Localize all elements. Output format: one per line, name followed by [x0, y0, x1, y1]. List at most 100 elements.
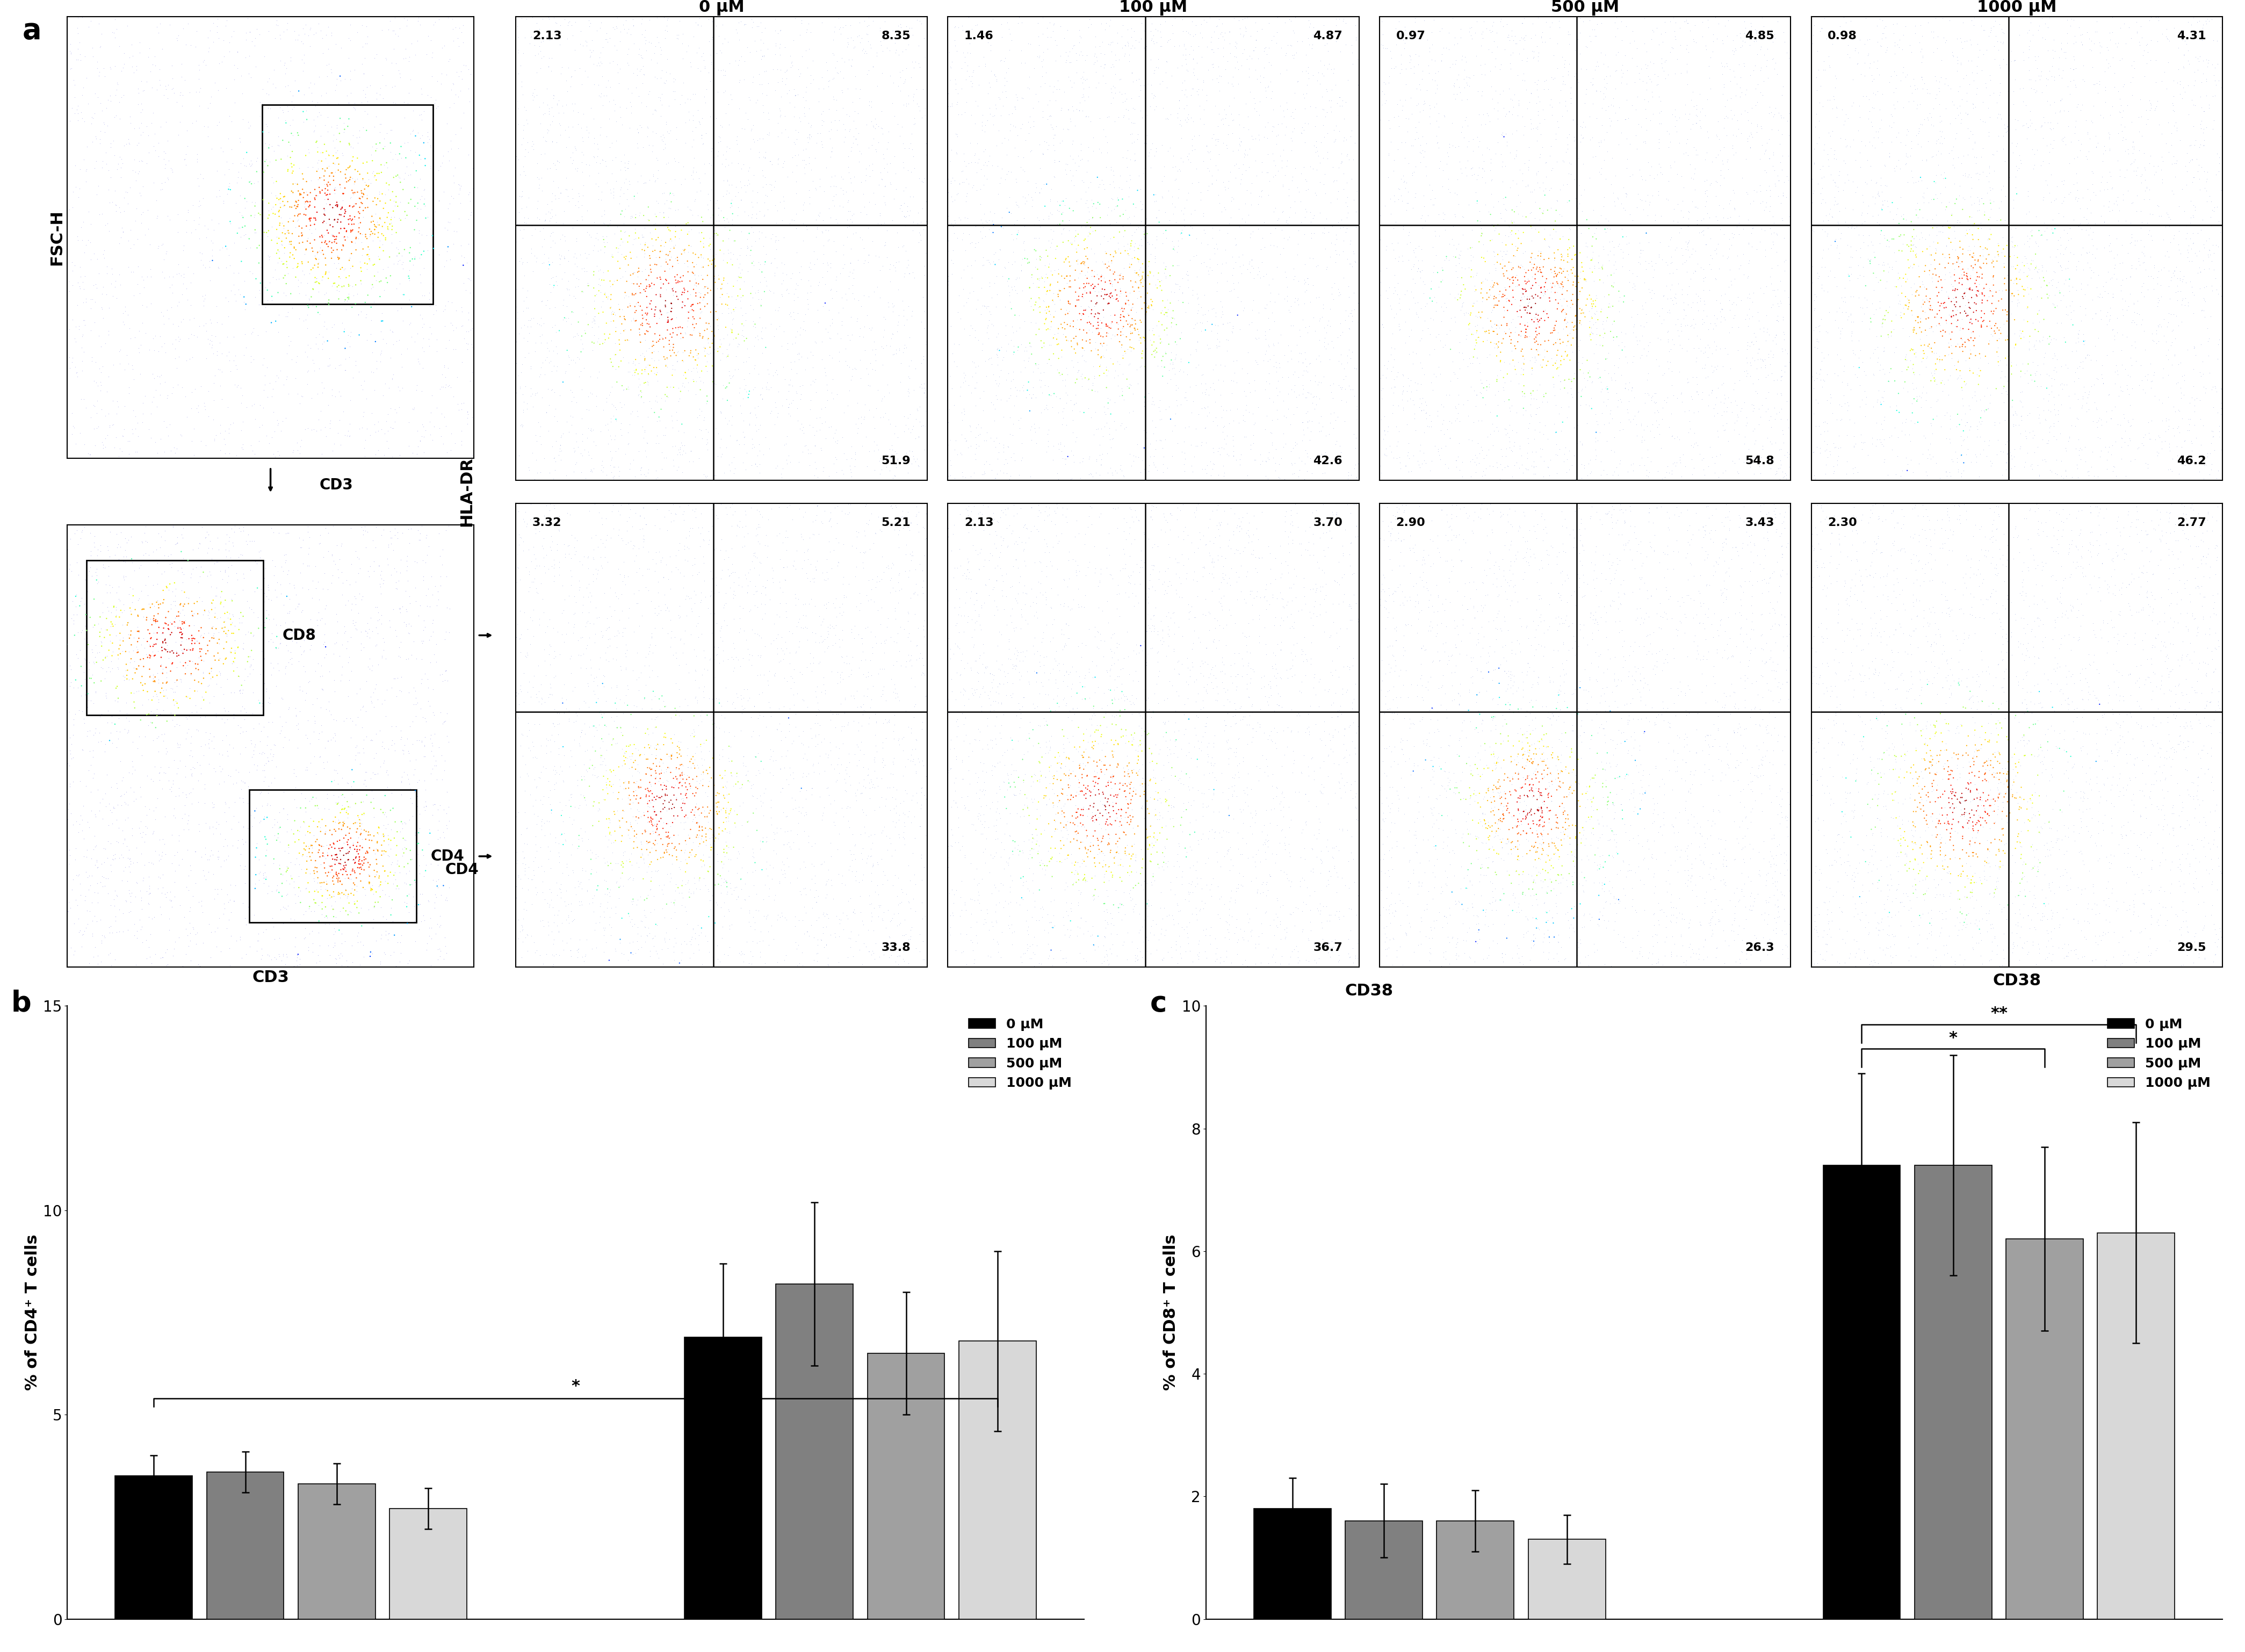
Point	[1547, 307, 1583, 334]
Point	[1089, 899, 1125, 925]
Point	[2160, 413, 2196, 439]
Point	[819, 382, 855, 408]
Point	[617, 150, 653, 177]
Point	[660, 316, 696, 342]
Point	[1955, 59, 1991, 86]
Point	[330, 788, 366, 814]
Point	[2061, 320, 2097, 347]
Point	[806, 109, 842, 135]
Point	[1194, 578, 1230, 605]
Point	[1399, 821, 1435, 847]
Point	[635, 793, 671, 819]
Point	[278, 704, 314, 730]
Point	[995, 340, 1030, 367]
Point	[195, 861, 231, 887]
Point	[132, 606, 168, 633]
Point	[873, 565, 909, 591]
Point	[1884, 238, 1919, 264]
Point	[1872, 393, 1908, 420]
Point	[1019, 932, 1055, 958]
Point	[1670, 142, 1706, 169]
Point	[801, 722, 837, 748]
Point	[611, 775, 647, 801]
Point	[400, 206, 436, 233]
Point	[640, 165, 676, 192]
Point	[1960, 803, 1996, 829]
Point	[1376, 444, 1412, 471]
Point	[813, 922, 849, 948]
Point	[1677, 803, 1713, 829]
Point	[954, 811, 990, 838]
Point	[200, 881, 236, 907]
Point	[1547, 506, 1583, 532]
Point	[1857, 94, 1893, 121]
Point	[700, 780, 736, 806]
Point	[1363, 406, 1399, 433]
Point	[2005, 307, 2041, 334]
Point	[990, 360, 1026, 387]
Point	[1758, 94, 1794, 121]
Point	[1753, 677, 1789, 704]
Point	[1827, 790, 1863, 816]
Point	[788, 213, 824, 240]
Point	[1136, 557, 1172, 583]
Point	[1697, 459, 1733, 486]
Point	[328, 357, 364, 383]
Point	[1093, 811, 1129, 838]
Point	[1039, 555, 1075, 582]
Point	[1623, 595, 1659, 621]
Point	[283, 182, 319, 208]
Point	[1578, 401, 1614, 428]
Point	[1224, 552, 1259, 578]
Point	[757, 223, 792, 249]
Point	[739, 621, 775, 648]
Point	[1509, 920, 1545, 947]
Point	[1978, 492, 2014, 519]
Point	[1064, 249, 1100, 276]
Point	[1300, 410, 1336, 436]
Point	[1951, 307, 1987, 334]
Point	[1453, 248, 1488, 274]
Point	[213, 109, 249, 135]
Point	[76, 801, 112, 828]
Point	[1536, 370, 1572, 396]
Point	[1866, 780, 1902, 806]
Point	[1493, 86, 1529, 112]
Point	[1991, 879, 2027, 905]
Point	[622, 844, 658, 871]
Point	[1450, 147, 1486, 173]
Point	[58, 314, 94, 340]
Point	[2142, 912, 2178, 938]
Point	[777, 26, 813, 53]
Point	[631, 360, 667, 387]
Point	[656, 795, 691, 821]
Point	[2171, 248, 2207, 274]
Point	[1118, 657, 1154, 684]
Point	[1574, 600, 1610, 626]
Point	[1915, 268, 1951, 294]
Point	[1307, 459, 1343, 486]
Point	[1971, 203, 2007, 230]
Point	[1511, 771, 1547, 798]
Point	[1246, 55, 1282, 81]
Point	[2191, 563, 2227, 590]
Point	[1509, 725, 1545, 752]
Point	[1578, 78, 1614, 104]
Point	[613, 732, 649, 758]
Point	[348, 301, 384, 327]
Point	[1075, 735, 1111, 762]
Point	[2097, 582, 2133, 608]
Point	[1702, 441, 1738, 468]
Point	[817, 525, 853, 552]
Point	[81, 59, 117, 86]
Point	[249, 791, 285, 818]
Point	[1558, 236, 1594, 263]
Point	[1735, 885, 1771, 912]
Point	[1946, 286, 1982, 312]
Point	[1093, 426, 1129, 453]
Point	[662, 770, 698, 796]
Point	[1295, 661, 1331, 687]
Point	[1466, 811, 1502, 838]
Point	[1962, 36, 1998, 63]
Point	[1385, 378, 1421, 405]
